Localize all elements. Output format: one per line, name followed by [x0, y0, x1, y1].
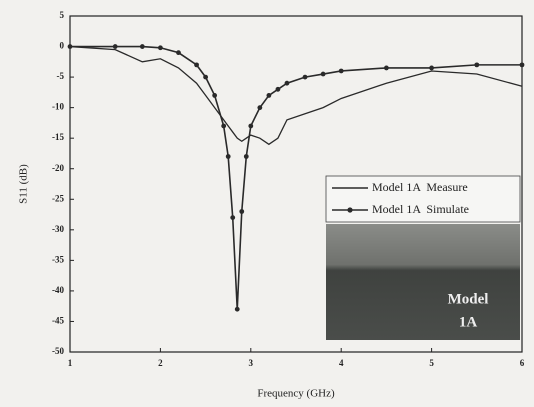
y-axis-label: S11 (dB) [18, 164, 30, 204]
series-marker [474, 62, 480, 68]
y-tick-label: 5 [60, 10, 65, 20]
legend-marker [347, 207, 353, 213]
x-tick-label: 3 [249, 358, 254, 368]
series-marker [158, 45, 163, 51]
inset-photo [326, 224, 520, 340]
y-tick-label: 0 [60, 41, 65, 51]
series-marker [221, 123, 227, 129]
series-marker [519, 62, 525, 68]
plot-frame [69, 15, 523, 353]
series-marker [284, 80, 290, 86]
y-tick-label: -45 [52, 316, 64, 326]
y-tick-label: -35 [52, 254, 64, 264]
series-marker [176, 50, 181, 56]
y-tick-label: -25 [52, 193, 64, 203]
series-marker [320, 71, 326, 77]
series-marker [266, 93, 272, 98]
x-tick-label: 2 [158, 358, 163, 368]
series-marker [243, 154, 249, 159]
legend-label: Model 1A Simulate [372, 202, 469, 216]
series-marker [230, 215, 236, 221]
inset-label: 1A [459, 314, 478, 330]
y-tick-label: -50 [52, 346, 64, 356]
series-marker [302, 74, 308, 80]
series-marker [248, 123, 254, 129]
x-axis-label: Frequency (GHz) [257, 388, 335, 400]
series-marker [112, 44, 118, 49]
y-tick-label: -20 [52, 163, 64, 173]
series-marker [429, 65, 434, 71]
x-tick-label: 6 [520, 358, 525, 368]
series-marker [212, 93, 218, 98]
series-marker [384, 65, 389, 71]
x-tick-label: 1 [68, 358, 73, 368]
y-tick-label: -5 [57, 71, 65, 81]
series-marker [67, 44, 73, 49]
series-marker [139, 44, 145, 49]
y-tick-label: -40 [52, 285, 64, 295]
x-tick-label: 4 [339, 358, 344, 368]
series-marker [203, 74, 209, 80]
series-line [70, 45, 522, 310]
series-marker [275, 86, 281, 92]
legend-label: Model 1A Measure [372, 180, 468, 194]
series-marker [239, 209, 245, 214]
series-marker [257, 105, 263, 111]
series-marker [338, 68, 344, 74]
legend-box [325, 175, 521, 223]
inset-label: Model [448, 291, 489, 307]
series-marker [234, 306, 240, 312]
y-tick-label: -15 [52, 132, 64, 142]
x-tick-label: 5 [429, 358, 434, 368]
y-tick-label: -30 [52, 224, 64, 234]
series-line [69, 45, 523, 146]
y-tick-label: -10 [52, 102, 64, 112]
series-marker [225, 154, 231, 159]
series-marker [194, 62, 199, 68]
